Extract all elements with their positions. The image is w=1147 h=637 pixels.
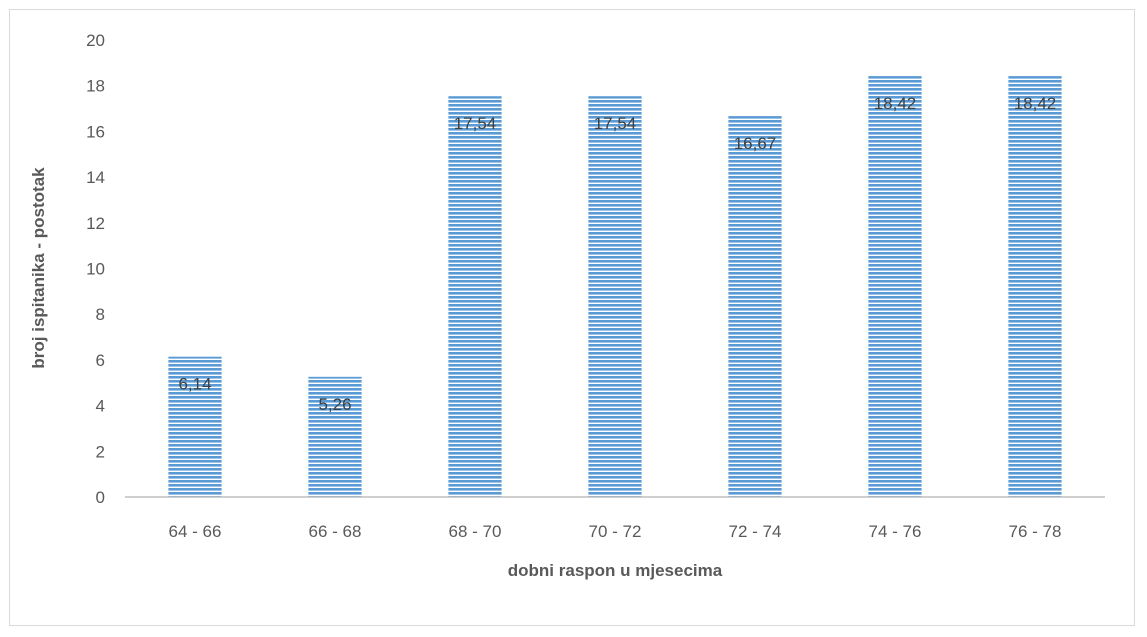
x-tick-label: 64 - 66 xyxy=(169,522,222,541)
x-tick-label: 70 - 72 xyxy=(589,522,642,541)
data-label: 18,42 xyxy=(874,94,917,113)
data-label: 17,54 xyxy=(454,114,497,133)
x-tick-label: 72 - 74 xyxy=(729,522,782,541)
data-label: 6,14 xyxy=(178,375,211,394)
bar xyxy=(1008,76,1062,497)
bar xyxy=(588,96,642,497)
bar xyxy=(728,116,782,497)
data-labels: 6,14 5,26 17,54 17,54 16,67 18,42 18,42 xyxy=(178,94,1056,414)
y-tick-label: 14 xyxy=(86,168,105,187)
y-tick-label: 10 xyxy=(86,260,105,279)
x-axis-title: dobni raspon u mjesecima xyxy=(508,561,723,580)
y-tick-label: 0 xyxy=(96,488,105,507)
chart-frame xyxy=(9,9,1135,626)
y-tick-label: 12 xyxy=(86,214,105,233)
data-label: 18,42 xyxy=(1014,94,1057,113)
y-tick-label: 6 xyxy=(96,351,105,370)
x-tick-label: 68 - 70 xyxy=(449,522,502,541)
data-label: 5,26 xyxy=(318,395,351,414)
x-axis-ticks: 64 - 66 66 - 68 68 - 70 70 - 72 72 - 74 74 - … xyxy=(169,522,1062,541)
bars xyxy=(168,76,1062,497)
x-tick-label: 66 - 68 xyxy=(309,522,362,541)
bar xyxy=(308,376,362,497)
bar xyxy=(168,356,222,497)
data-label: 17,54 xyxy=(594,114,637,133)
y-tick-label: 8 xyxy=(96,305,105,324)
x-tick-label: 74 - 76 xyxy=(869,522,922,541)
y-axis-title: broj ispitanika - postotak xyxy=(29,167,48,369)
data-label: 16,67 xyxy=(734,134,777,153)
y-tick-label: 16 xyxy=(86,122,105,141)
y-tick-label: 20 xyxy=(86,31,105,50)
x-tick-label: 76 - 78 xyxy=(1009,522,1062,541)
bar xyxy=(448,96,502,497)
y-axis-ticks: 0 2 4 6 8 10 12 14 16 18 20 xyxy=(86,31,105,507)
y-tick-label: 2 xyxy=(96,442,105,461)
y-tick-label: 18 xyxy=(86,77,105,96)
bar xyxy=(868,76,922,497)
y-tick-label: 4 xyxy=(96,397,105,416)
